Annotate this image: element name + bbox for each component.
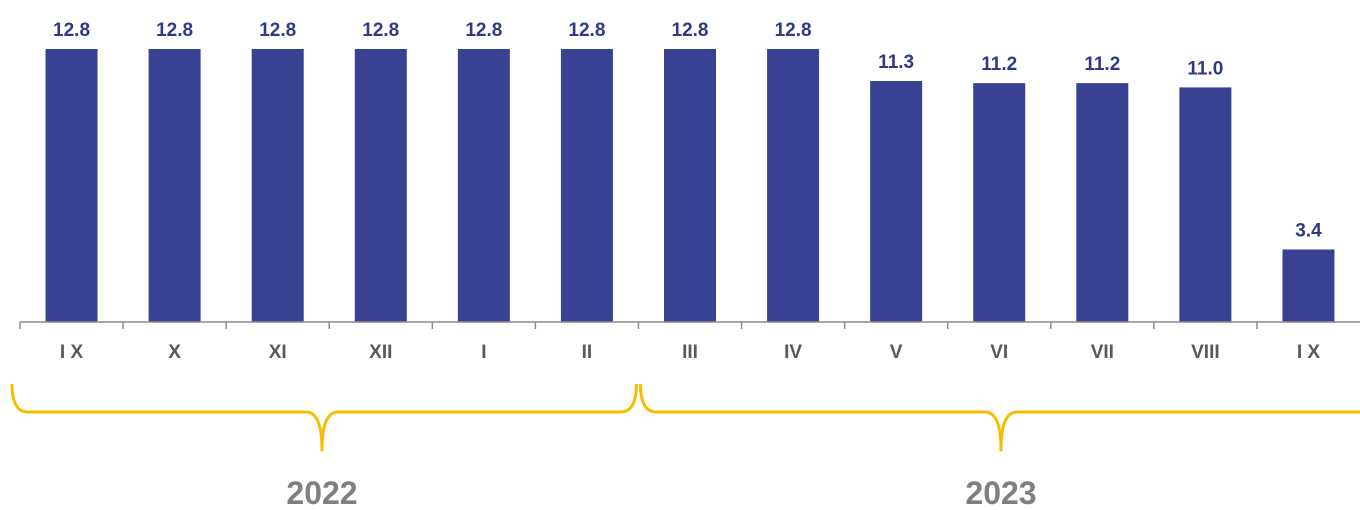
bar-value-label: 12.8 [362, 20, 399, 41]
bar [45, 49, 98, 322]
x-tick-label: I X [60, 342, 84, 363]
year-label: 2023 [965, 475, 1036, 505]
x-tick-label: I X [1297, 342, 1321, 363]
bar [251, 49, 304, 322]
bar-value-label: 11.2 [1084, 54, 1120, 75]
bar-value-label: 12.8 [775, 20, 812, 41]
bar [1282, 249, 1335, 322]
bar-value-label: 3.4 [1295, 220, 1322, 241]
x-tick-label: V [890, 342, 903, 363]
bar [767, 49, 820, 322]
bar-value-label: 12.8 [259, 20, 296, 41]
x-tick-label: XI [269, 342, 287, 363]
x-tick-label: IV [784, 342, 802, 363]
bar [457, 49, 510, 322]
bar [560, 49, 613, 322]
x-tick-label: I [481, 342, 486, 363]
bar [664, 49, 716, 322]
x-axis-tick-labels: I X X XI XII I II III IV V VI VII VIII I X [60, 342, 1320, 363]
x-tick-label: X [168, 342, 181, 363]
x-tick-label: VII [1091, 342, 1114, 363]
x-tick-label: VI [990, 342, 1008, 363]
bar-value-label: 12.8 [672, 20, 709, 41]
year-labels: 2022 2023 [286, 475, 1036, 510]
bars-layer [45, 49, 1335, 322]
x-tick-label: XII [369, 342, 392, 363]
bar-value-label: 12.8 [568, 20, 605, 41]
bar-value-label: 11.3 [878, 52, 914, 73]
bar [354, 49, 407, 322]
bar-value-label: 12.8 [465, 20, 502, 41]
bar-value-label: 11.2 [981, 54, 1017, 75]
x-axis-ticks [19, 322, 1258, 329]
x-tick-label: VIII [1191, 342, 1220, 363]
bar [1076, 83, 1129, 322]
bar [973, 83, 1026, 322]
bar [148, 49, 201, 322]
bar-value-label: 12.8 [53, 20, 90, 41]
bar [870, 80, 923, 322]
year-brackets [10, 383, 1360, 452]
bar [1179, 87, 1232, 322]
x-tick-label: III [682, 342, 698, 363]
year-bracket [10, 383, 638, 452]
value-labels-layer: 12.8 12.8 12.8 12.8 12.8 12.8 12.8 12.8 11.3 11.2… [53, 20, 1322, 241]
year-label: 2022 [286, 475, 357, 505]
year-bracket [638, 383, 1360, 452]
bar-value-label: 11.0 [1187, 58, 1223, 79]
x-tick-label: II [582, 342, 593, 363]
bar-value-label: 12.8 [156, 20, 193, 41]
